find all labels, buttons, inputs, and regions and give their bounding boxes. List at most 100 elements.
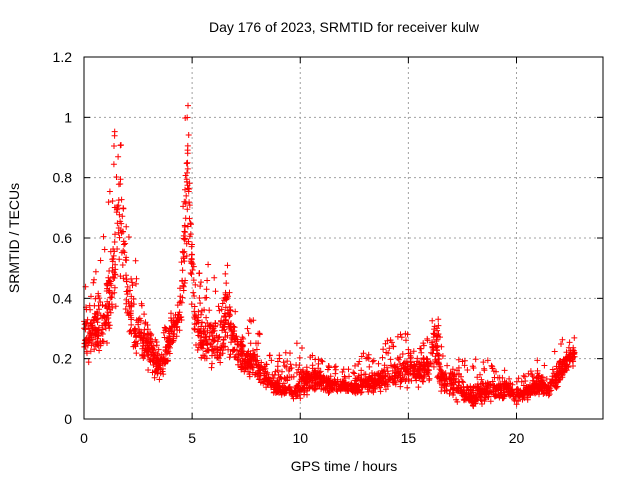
data-point [149,349,156,356]
data-point [300,375,307,381]
data-point [450,392,456,398]
data-point [225,346,232,353]
data-point [181,258,188,265]
data-point [557,366,564,372]
data-point [253,346,260,353]
data-point [133,332,140,339]
data-point [464,384,471,391]
data-point [133,280,139,287]
data-point [535,373,542,380]
data-point [188,258,194,265]
data-point [285,367,292,374]
data-point [115,181,122,188]
data-point [197,283,204,290]
data-point [186,202,193,209]
data-point [398,377,405,384]
data-point [190,277,197,284]
y-axis-label: SRMTID / TECUs [6,183,22,293]
data-point [227,312,233,319]
data-point [481,396,488,403]
data-point [398,365,405,372]
data-point [206,307,213,314]
data-point [110,246,117,252]
data-point [106,188,113,195]
data-point [184,150,191,157]
data-point [164,335,171,342]
data-point [199,338,206,345]
data-point [441,380,448,387]
data-point [375,376,382,383]
data-point [442,370,449,377]
data-point [112,303,119,310]
data-point [202,323,209,330]
data-point [196,295,203,301]
data-point [396,369,403,375]
data-point [122,306,129,312]
data-point [118,196,125,203]
data-point [217,351,224,358]
data-point [288,391,295,398]
data-point [304,368,311,375]
data-point [428,349,435,356]
data-point [220,336,227,343]
data-point [515,392,522,399]
data-point [266,352,273,359]
data-point [106,268,113,274]
data-point [138,300,145,307]
data-point [188,221,194,228]
data-point [128,275,135,282]
data-point [420,355,427,361]
data-point [225,293,231,300]
data-point [450,375,457,382]
data-point [132,257,139,264]
data-point [477,371,483,378]
data-point [188,243,195,250]
data-point [287,387,294,394]
data-point [455,384,462,391]
data-point [466,390,472,397]
data-point [276,352,283,359]
data-point [151,374,158,381]
data-point [252,356,259,363]
data-point [142,333,148,339]
data-point [405,376,412,383]
data-point [435,316,442,323]
data-point [140,352,147,358]
data-point [248,318,255,325]
data-point [245,330,252,337]
data-point [131,339,138,346]
data-point [565,344,572,351]
data-point [174,319,181,326]
data-point [293,340,300,347]
data-point [190,289,197,296]
data-point [136,315,143,322]
data-point [515,375,522,382]
data-point [369,378,375,385]
data-point [108,294,115,301]
data-point [382,379,389,386]
data-point [97,257,104,264]
data-point [227,351,234,358]
data-point [244,356,251,363]
data-point [454,387,461,394]
data-point [91,326,98,333]
data-point [116,234,123,241]
data-point [101,246,108,253]
data-point [331,364,338,371]
data-point [354,382,361,389]
data-point [174,314,181,321]
data-point [274,382,281,389]
data-point [545,383,552,390]
data-point [551,382,558,389]
data-point [203,334,210,340]
data-point [301,389,308,396]
data-point [355,361,362,368]
data-point [215,303,222,310]
y-tick-label: 0.6 [53,230,73,246]
data-point [538,377,545,384]
data-point [402,364,409,370]
data-point [399,362,406,369]
data-point [524,396,531,403]
data-point [195,326,202,333]
data-point [391,372,398,379]
